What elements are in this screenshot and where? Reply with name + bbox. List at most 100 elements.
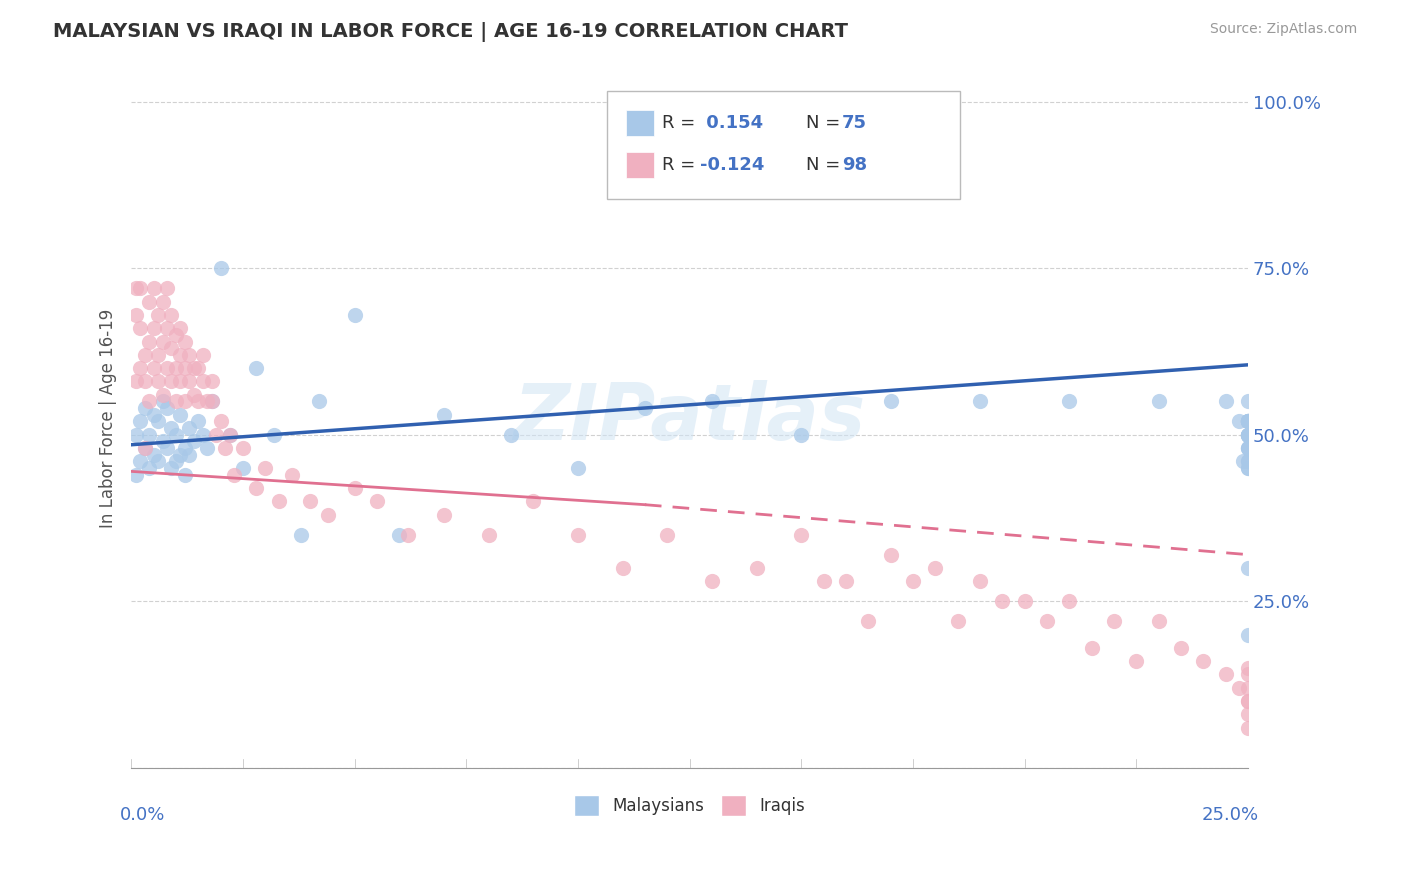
Point <box>209 414 232 428</box>
Point <box>1232 454 1254 468</box>
Point <box>160 461 183 475</box>
Point <box>901 574 924 589</box>
Point <box>160 375 183 389</box>
Text: 98: 98 <box>842 156 868 174</box>
Point <box>1237 394 1260 409</box>
Point <box>1237 414 1260 428</box>
Point <box>187 394 209 409</box>
Point <box>1014 594 1036 608</box>
Point <box>856 614 879 628</box>
Point <box>129 361 152 376</box>
Point <box>946 614 969 628</box>
Point <box>129 281 152 295</box>
Point <box>343 481 366 495</box>
Point <box>125 375 148 389</box>
Point <box>1227 414 1250 428</box>
Text: 0.0%: 0.0% <box>120 806 166 824</box>
Text: N =: N = <box>806 156 845 174</box>
Point <box>179 448 201 462</box>
Point <box>125 281 148 295</box>
Point <box>1170 640 1192 655</box>
Text: 0.154: 0.154 <box>700 114 763 132</box>
Point <box>612 561 634 575</box>
Point <box>1237 721 1260 735</box>
Point <box>835 574 858 589</box>
Point <box>1237 627 1260 641</box>
Y-axis label: In Labor Force | Age 16-19: In Labor Force | Age 16-19 <box>100 309 117 528</box>
Point <box>142 281 165 295</box>
Point <box>1237 414 1260 428</box>
Text: MALAYSIAN VS IRAQI IN LABOR FORCE | AGE 16-19 CORRELATION CHART: MALAYSIAN VS IRAQI IN LABOR FORCE | AGE … <box>53 22 848 42</box>
Point <box>745 561 768 575</box>
Point <box>298 494 321 508</box>
Point <box>165 327 187 342</box>
Point <box>156 441 179 455</box>
Point <box>1237 667 1260 681</box>
Point <box>1237 441 1260 455</box>
Point <box>146 414 169 428</box>
Point <box>142 408 165 422</box>
Point <box>165 454 187 468</box>
Point <box>813 574 835 589</box>
Point <box>267 494 290 508</box>
Point <box>146 375 169 389</box>
Point <box>1237 427 1260 442</box>
Point <box>433 408 456 422</box>
Point <box>183 434 205 449</box>
Point <box>477 527 499 541</box>
Point <box>146 308 169 322</box>
Text: 75: 75 <box>842 114 868 132</box>
Point <box>316 508 339 522</box>
Point <box>1237 427 1260 442</box>
Point <box>152 394 174 409</box>
Point <box>700 394 723 409</box>
Point <box>1215 667 1237 681</box>
Point <box>1237 427 1260 442</box>
Point <box>160 421 183 435</box>
Point <box>1057 394 1080 409</box>
Text: -0.124: -0.124 <box>700 156 765 174</box>
Point <box>129 414 152 428</box>
Point <box>195 394 218 409</box>
Point <box>187 414 209 428</box>
Point <box>879 548 901 562</box>
Point <box>125 467 148 482</box>
Point <box>218 427 240 442</box>
Point <box>1237 561 1260 575</box>
Point <box>146 348 169 362</box>
Point <box>138 334 160 349</box>
Point <box>125 427 148 442</box>
Point <box>138 461 160 475</box>
Point <box>1237 461 1260 475</box>
Point <box>152 294 174 309</box>
Point <box>218 427 240 442</box>
Point <box>1237 454 1260 468</box>
Text: Source: ZipAtlas.com: Source: ZipAtlas.com <box>1209 22 1357 37</box>
Point <box>1215 394 1237 409</box>
Point <box>1237 427 1260 442</box>
Point <box>191 348 214 362</box>
Point <box>169 348 191 362</box>
Point <box>245 481 267 495</box>
Point <box>1237 414 1260 428</box>
Point <box>290 527 312 541</box>
Point <box>173 441 195 455</box>
Point <box>1237 441 1260 455</box>
Point <box>134 348 156 362</box>
Point <box>1237 427 1260 442</box>
Point <box>129 321 152 335</box>
Point <box>879 394 901 409</box>
Point <box>1237 427 1260 442</box>
Point <box>205 427 228 442</box>
Point <box>134 401 156 416</box>
Point <box>790 527 813 541</box>
Point <box>1237 441 1260 455</box>
Point <box>232 441 254 455</box>
Point <box>1102 614 1125 628</box>
Point <box>152 334 174 349</box>
Text: 25.0%: 25.0% <box>1202 806 1258 824</box>
Point <box>567 527 589 541</box>
Point <box>142 321 165 335</box>
Text: R =: R = <box>662 114 702 132</box>
Point <box>1237 414 1260 428</box>
